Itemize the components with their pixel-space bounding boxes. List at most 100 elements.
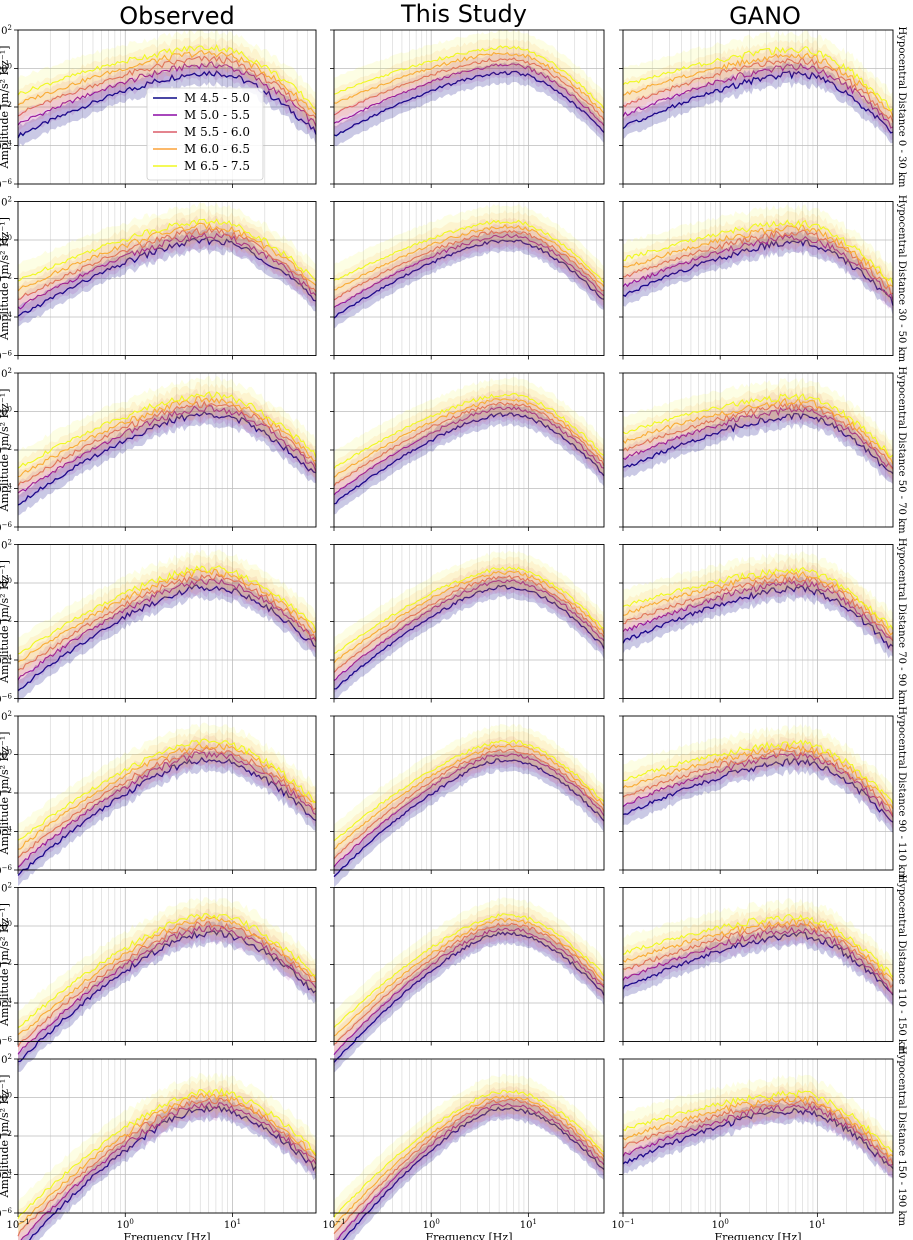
y-axis-label: Amplitude [m/s² Hz⁻¹] xyxy=(0,217,11,341)
series-line-1 xyxy=(333,63,605,127)
series-line-4 xyxy=(17,218,317,282)
series-line-2 xyxy=(333,229,605,301)
band-3 xyxy=(623,729,893,826)
row-label-3: Hypocentral Distance 70 - 90 km xyxy=(896,538,907,706)
band-4 xyxy=(334,29,604,128)
series-line-0 xyxy=(622,757,894,823)
band-2 xyxy=(18,734,316,873)
panel-r5-c2: Hypocentral Distance 110 - 150 km xyxy=(619,875,907,1056)
band-1 xyxy=(623,741,893,830)
series-line-3 xyxy=(17,50,317,116)
x-tick-label-1: 100 xyxy=(117,1218,134,1231)
series-line-1 xyxy=(622,751,894,818)
band-2 xyxy=(18,43,316,133)
panel-r2-c1 xyxy=(330,372,605,531)
series-line-4 xyxy=(622,739,894,805)
band-2 xyxy=(334,1086,604,1240)
y-tick-label-4: 10−6 xyxy=(0,693,13,706)
series-line-2 xyxy=(333,574,605,673)
band-0 xyxy=(335,1097,604,1240)
x-tick-label-2: 101 xyxy=(224,1218,241,1231)
series-line-2 xyxy=(17,55,317,119)
band-2 xyxy=(623,45,893,138)
band-2 xyxy=(623,1086,893,1180)
band-1 xyxy=(623,223,893,314)
series-line-2 xyxy=(333,1098,605,1234)
y-tick-label-2: 10−2 xyxy=(0,1130,12,1143)
x-axis-label: Frequency [Hz] xyxy=(124,1231,211,1240)
band-4 xyxy=(18,722,316,859)
band-1 xyxy=(18,1090,316,1240)
band-2 xyxy=(334,389,604,501)
x-tick-label-2: 101 xyxy=(520,1218,537,1231)
band-1 xyxy=(623,1093,893,1178)
series-line-1 xyxy=(622,1103,894,1167)
series-line-1 xyxy=(333,233,605,309)
y-tick-label-2: 10−2 xyxy=(0,444,12,457)
column-title-gano: GANO xyxy=(729,2,801,30)
band-0 xyxy=(334,575,604,700)
legend: M 4.5 - 5.0 M 5.0 - 5.5 M 5.5 - 6.0 M 6.0 -… xyxy=(146,87,264,181)
panel-r1-c0: 102 100 10−2 10−4 10−6 Amplitude [m/s² Hz⁻¹] xyxy=(0,196,317,363)
band-2 xyxy=(18,215,316,314)
series-line-3 xyxy=(333,51,605,114)
series-line-3 xyxy=(17,916,317,1036)
series-line-1 xyxy=(336,1103,605,1240)
band-1 xyxy=(18,221,316,322)
series-line-2 xyxy=(333,748,605,860)
series-line-4 xyxy=(17,913,317,1029)
series-line-0 xyxy=(333,239,605,319)
y-tick-label-2: 10−2 xyxy=(0,959,12,972)
series-line-3 xyxy=(622,52,894,118)
series-line-4 xyxy=(622,566,894,631)
series-line-1 xyxy=(333,927,605,1056)
series-line-2 xyxy=(333,57,605,121)
series-line-4 xyxy=(17,43,317,110)
x-tick-label-0: 10−1 xyxy=(6,1218,29,1231)
panel-r0-c2: Hypocentral Distance 0 - 30 km xyxy=(619,27,907,188)
row-label-6: Hypocentral Distance 150 - 190 km xyxy=(896,1046,907,1227)
series-line-3 xyxy=(333,223,605,291)
series-line-0 xyxy=(17,410,317,506)
series-line-3 xyxy=(333,398,605,478)
series-line-3 xyxy=(17,396,317,478)
series-line-3 xyxy=(17,222,317,292)
series-line-1 xyxy=(333,753,605,868)
row-label-5: Hypocentral Distance 110 - 150 km xyxy=(896,875,907,1056)
series-line-4 xyxy=(622,46,894,112)
series-line-4 xyxy=(333,45,605,110)
y-tick-label-0: 102 xyxy=(0,24,12,37)
band-3 xyxy=(623,1081,893,1174)
y-tick-label-3: 10−4 xyxy=(0,140,13,153)
series-line-0 xyxy=(333,70,605,137)
band-3 xyxy=(18,35,316,132)
band-0 xyxy=(334,61,604,147)
series-line-2 xyxy=(17,1097,317,1237)
band-1 xyxy=(334,1092,604,1240)
band-2 xyxy=(623,736,893,831)
y-tick-label-3: 10−4 xyxy=(0,311,13,324)
series-line-0 xyxy=(622,585,894,650)
series-line-2 xyxy=(17,746,317,859)
legend-entry-3: M 6.0 - 6.5 xyxy=(184,142,250,156)
series-line-0 xyxy=(17,756,317,876)
x-tick-label-0: 10−1 xyxy=(322,1218,345,1231)
y-tick-label-0: 102 xyxy=(0,539,12,552)
band-0 xyxy=(623,749,893,833)
series-line-2 xyxy=(17,226,317,300)
y-axis-label: Amplitude [m/s² Hz⁻¹] xyxy=(0,732,11,856)
y-axis-label: Amplitude [m/s² Hz⁻¹] xyxy=(0,560,11,684)
band-4 xyxy=(623,724,893,823)
band-4 xyxy=(334,1073,604,1236)
series-line-1 xyxy=(17,61,317,127)
band-2 xyxy=(334,910,604,1059)
series-line-3 xyxy=(622,1095,894,1158)
panel-r3-c0: 102 100 10−2 10−4 10−6 Amplitude [m/s² Hz⁻¹] xyxy=(0,539,317,706)
x-tick-label-1: 100 xyxy=(423,1218,440,1231)
band-0 xyxy=(334,230,604,329)
series-line-1 xyxy=(622,62,894,129)
x-axis-label: Frequency [Hz] xyxy=(426,1231,513,1240)
band-3 xyxy=(334,383,604,494)
